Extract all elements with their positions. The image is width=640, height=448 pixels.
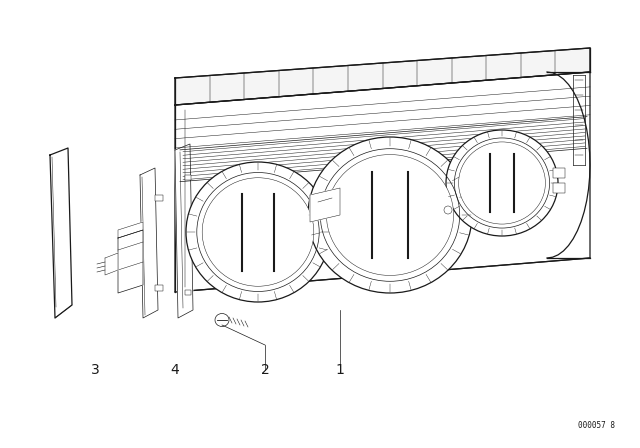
Text: 1: 1 [335, 363, 344, 377]
Polygon shape [310, 188, 340, 222]
Polygon shape [175, 48, 590, 105]
Text: 4: 4 [171, 363, 179, 377]
Bar [185, 175, 191, 180]
Polygon shape [118, 222, 143, 238]
Ellipse shape [308, 137, 472, 293]
Text: 000057 8: 000057 8 [578, 421, 615, 430]
Bar [155, 195, 163, 201]
Polygon shape [175, 72, 590, 292]
Polygon shape [50, 148, 72, 318]
Polygon shape [547, 72, 590, 258]
Polygon shape [105, 253, 118, 275]
Ellipse shape [186, 162, 330, 302]
Ellipse shape [202, 178, 314, 286]
Bar [185, 290, 191, 295]
Text: 2: 2 [260, 363, 269, 377]
Bar [553, 183, 565, 193]
Ellipse shape [326, 155, 454, 276]
Polygon shape [140, 168, 158, 318]
Bar [553, 168, 565, 178]
Polygon shape [118, 230, 143, 293]
Ellipse shape [446, 130, 558, 236]
Ellipse shape [459, 142, 545, 224]
Polygon shape [175, 144, 193, 318]
Text: 3: 3 [91, 363, 99, 377]
Ellipse shape [215, 314, 229, 327]
Bar [155, 285, 163, 291]
